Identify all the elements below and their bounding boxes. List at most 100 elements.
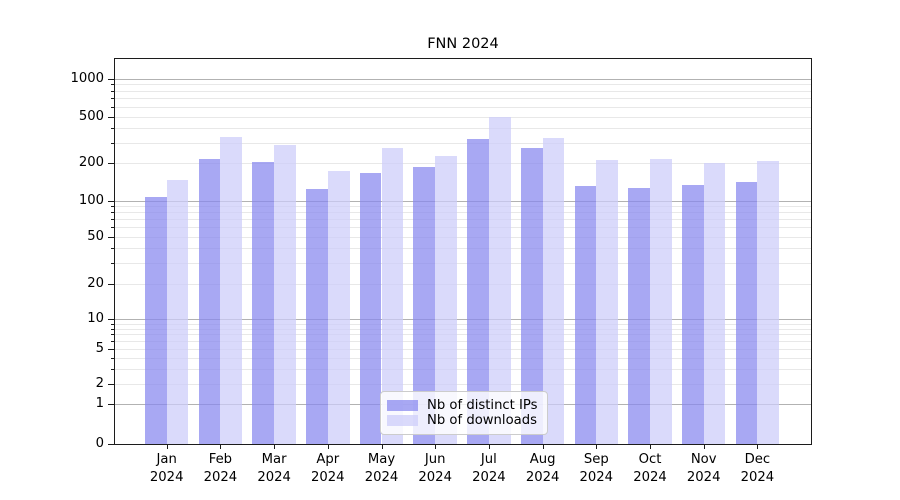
gridline-minor [115, 98, 811, 100]
legend-label-downloads: Nb of downloads [427, 413, 537, 428]
x-tick-label-year: 2024 [311, 469, 345, 485]
gridline-major [115, 200, 811, 202]
x-tick-label: Apr 2024 [295, 451, 361, 486]
y-minor-tick [110, 84, 114, 86]
gridline-minor [115, 237, 811, 238]
y-minor-tick [110, 90, 114, 92]
bar-dec-ips [735, 181, 758, 444]
gridline-minor [115, 128, 811, 130]
y-tick-label: 50 [87, 229, 104, 244]
gridline-minor [115, 323, 811, 325]
y-tick-label: 20 [87, 276, 104, 291]
bar-jun-downloads [435, 156, 457, 444]
x-tick-label-month: Mar [261, 452, 287, 467]
x-tick-label: Sep 2024 [563, 451, 629, 486]
bar-sep-downloads [596, 160, 619, 444]
legend-item-downloads: Nb of downloads [387, 413, 539, 428]
bar-jan-downloads [166, 179, 189, 444]
y-tick [107, 78, 114, 80]
y-minor-tick [110, 368, 114, 370]
bar-may-ips [359, 173, 382, 444]
gridline-minor [115, 90, 811, 92]
bar-jun-ips [413, 166, 436, 444]
x-tick-label-month: Sep [583, 452, 609, 467]
gridline-minor [115, 384, 811, 385]
x-tick [650, 444, 651, 449]
legend-label-distinct-ips: Nb of distinct IPs [427, 398, 538, 413]
x-tick-label-month: May [367, 452, 396, 467]
x-tick-label-year: 2024 [633, 469, 667, 485]
gridline-minor [115, 142, 811, 144]
x-tick-label-year: 2024 [203, 469, 238, 485]
x-tick-label-year: 2024 [740, 469, 775, 485]
gridline-minor [115, 357, 811, 359]
gridline-minor [115, 341, 811, 343]
gridline-minor [115, 368, 811, 370]
y-minor-tick [110, 248, 114, 250]
x-tick-label-year: 2024 [472, 469, 506, 485]
bar-mar-ips [252, 162, 275, 444]
bar-nov-downloads [703, 163, 726, 444]
bar-oct-downloads [650, 158, 672, 444]
bars-layer [115, 59, 811, 444]
x-tick-label-year: 2024 [149, 469, 184, 485]
y-tick [107, 237, 114, 238]
x-tick-label: May 2024 [349, 451, 415, 486]
gridline-minor [115, 227, 811, 229]
y-minor-tick [110, 142, 114, 144]
y-tick [107, 163, 114, 164]
legend: Nb of distinct IPs Nb of downloads [380, 391, 548, 435]
x-tick [220, 444, 222, 449]
gridline-minor [115, 84, 811, 86]
bar-nov-ips [681, 185, 704, 444]
x-tick-label: Jun 2024 [402, 451, 468, 486]
x-tick-label-month: Jul [480, 452, 497, 467]
x-tick-label-month: Apr [316, 452, 340, 467]
bar-oct-ips [628, 187, 650, 444]
gridline-minor [115, 248, 811, 250]
y-tick-label: 100 [78, 192, 104, 208]
bar-dec-downloads [757, 161, 780, 444]
legend-swatch-distinct-ips-icon [387, 400, 418, 411]
y-minor-tick [110, 106, 114, 108]
x-tick [488, 444, 490, 449]
y-tick-label: 1 [95, 396, 104, 411]
x-tick [327, 444, 329, 449]
x-tick-label: Jan 2024 [134, 451, 200, 486]
x-tick-label-month: Aug [529, 452, 556, 467]
gridline-major [115, 319, 811, 320]
y-minor-tick [110, 334, 114, 336]
bar-aug-downloads [542, 138, 565, 444]
x-tick [381, 444, 383, 449]
bar-feb-ips [198, 158, 221, 444]
gridlines-layer [115, 59, 811, 444]
y-tick-label: 0 [95, 436, 104, 451]
y-tick [107, 349, 114, 350]
y-tick [107, 319, 114, 320]
y-minor-tick [110, 206, 114, 208]
x-tick [703, 444, 705, 449]
y-tick-label: 200 [78, 155, 104, 170]
legend-item-distinct-ips: Nb of distinct IPs [387, 398, 539, 413]
y-minor-tick [110, 263, 114, 265]
chart-title: FNN 2024 [427, 36, 499, 52]
y-tick [107, 384, 114, 385]
x-tick-label-year: 2024 [525, 469, 560, 485]
y-minor-tick [110, 227, 114, 229]
bar-may-downloads [381, 147, 404, 444]
y-tick [107, 117, 114, 118]
y-minor-tick [110, 357, 114, 359]
y-tick-label: 500 [78, 109, 104, 124]
y-tick-label: 10 [87, 311, 104, 326]
x-tick [166, 444, 168, 449]
bar-aug-ips [520, 147, 543, 444]
x-tick-label-year: 2024 [257, 469, 291, 485]
x-tick-label-year: 2024 [418, 469, 452, 485]
x-tick-label-year: 2024 [579, 469, 614, 485]
gridline-minor [115, 328, 811, 330]
y-tick [107, 284, 114, 285]
x-tick [542, 444, 544, 449]
gridline-minor [115, 106, 811, 108]
y-tick-label: 2 [95, 376, 104, 391]
